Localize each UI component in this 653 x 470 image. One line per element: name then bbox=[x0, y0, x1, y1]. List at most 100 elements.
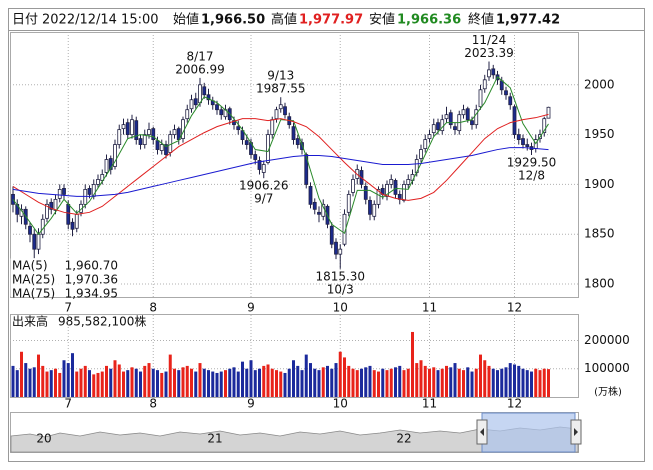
volume-bar bbox=[249, 360, 253, 397]
volume-bar bbox=[326, 365, 329, 397]
volume-bar bbox=[245, 368, 249, 397]
volume-bar bbox=[504, 367, 508, 397]
header-open: 1,966.50 bbox=[201, 13, 265, 28]
volume-bar bbox=[309, 363, 312, 397]
volume-bar bbox=[96, 372, 100, 397]
moving-average-line bbox=[12, 113, 549, 215]
candle-body bbox=[372, 203, 377, 217]
volume-bar bbox=[334, 363, 338, 397]
volume-bar bbox=[32, 367, 36, 397]
annotation-value: 1987.55 bbox=[256, 82, 306, 96]
candle-body bbox=[45, 203, 49, 219]
volume-bar bbox=[534, 368, 538, 397]
y-tick-label: 1850 bbox=[584, 227, 615, 241]
volume-bar bbox=[143, 365, 147, 397]
volume-bar bbox=[71, 353, 74, 397]
candle-body bbox=[87, 188, 92, 195]
volume-bar bbox=[351, 368, 355, 397]
volume-bar bbox=[24, 363, 28, 397]
volume-bar bbox=[491, 368, 495, 397]
y-tick-label: 2000 bbox=[584, 77, 615, 91]
volume-bar bbox=[241, 361, 244, 397]
volume-bar bbox=[109, 368, 113, 397]
volume-bar bbox=[521, 368, 525, 397]
volume-bar bbox=[517, 365, 521, 397]
volume-bar bbox=[275, 370, 278, 397]
candle-body bbox=[172, 129, 177, 136]
candle-body bbox=[185, 109, 190, 120]
candle-body bbox=[363, 186, 368, 200]
volume-bar bbox=[66, 363, 70, 397]
candle-body bbox=[499, 80, 504, 91]
volume-bar bbox=[355, 370, 359, 397]
x-tick-label: 10 bbox=[333, 301, 348, 315]
legend-name: MA(25) bbox=[12, 273, 55, 287]
volume-bar bbox=[236, 371, 240, 397]
x-tick-label: 8 bbox=[149, 301, 157, 315]
candle-body bbox=[40, 218, 45, 235]
volume-bar bbox=[117, 364, 121, 397]
volume-bar bbox=[440, 368, 444, 397]
candle-body bbox=[142, 134, 147, 145]
volume-bar bbox=[487, 365, 491, 397]
volume-bar bbox=[423, 365, 427, 397]
candle-body bbox=[253, 154, 258, 160]
legend-box bbox=[10, 258, 121, 297]
volume-bar bbox=[360, 368, 363, 397]
volume-bar bbox=[151, 368, 155, 397]
volume-bar bbox=[147, 363, 151, 397]
candle-body bbox=[389, 179, 394, 185]
volume-bar bbox=[164, 371, 168, 397]
volume-bar bbox=[266, 364, 270, 397]
volume-bar bbox=[20, 351, 23, 397]
volume-bar bbox=[394, 367, 397, 397]
candle-body bbox=[295, 138, 300, 145]
volume-bar bbox=[364, 367, 368, 397]
candle-body bbox=[491, 68, 496, 76]
volume-bar bbox=[262, 365, 266, 397]
volume-bar bbox=[232, 367, 236, 397]
candle-body bbox=[487, 69, 491, 78]
candle-body bbox=[304, 154, 309, 185]
candle-body bbox=[317, 211, 321, 215]
candle-body bbox=[461, 109, 466, 116]
candle-body bbox=[436, 122, 440, 131]
candle-body bbox=[512, 106, 517, 136]
annotation-value: 2023.39 bbox=[464, 46, 514, 60]
navigator-label: 20 bbox=[36, 432, 51, 446]
header-label: 安値 bbox=[369, 12, 395, 28]
candle-body bbox=[62, 188, 66, 195]
volume-bar bbox=[219, 371, 223, 397]
candle-body bbox=[431, 124, 436, 134]
header-close: 1,977.42 bbox=[496, 13, 560, 28]
candle-body bbox=[376, 189, 381, 205]
annotation-value: 1815.30 bbox=[315, 269, 365, 283]
volume-bar bbox=[207, 370, 210, 397]
candle-body bbox=[108, 158, 113, 170]
volume-bar bbox=[122, 371, 125, 397]
volume-bar bbox=[313, 368, 317, 397]
annotation-value: 2006.99 bbox=[175, 62, 225, 76]
x-tick-label: 11 bbox=[422, 397, 437, 411]
volume-title: 出来高 bbox=[12, 314, 48, 329]
volume-bar bbox=[317, 370, 321, 397]
navigator-label: 21 bbox=[207, 432, 222, 446]
candle-body bbox=[100, 174, 105, 181]
x-tick-label: 9 bbox=[247, 301, 255, 315]
candle-body bbox=[104, 159, 109, 173]
volume-bar bbox=[411, 331, 414, 397]
x-tick-label: 12 bbox=[507, 301, 522, 315]
volume-bar bbox=[11, 365, 15, 397]
volume-bar bbox=[321, 367, 325, 397]
volume-bar bbox=[130, 367, 134, 397]
navigator-selection[interactable] bbox=[481, 412, 576, 453]
volume-bar bbox=[79, 368, 83, 397]
volume-bar bbox=[15, 370, 19, 397]
volume-bar bbox=[525, 370, 529, 397]
candle-body bbox=[155, 140, 160, 150]
volume-bar bbox=[41, 365, 45, 397]
volume-bar bbox=[105, 365, 108, 397]
annotation-date: 8/17 bbox=[187, 49, 214, 63]
candle-body bbox=[202, 86, 207, 96]
candle-body bbox=[244, 140, 249, 145]
